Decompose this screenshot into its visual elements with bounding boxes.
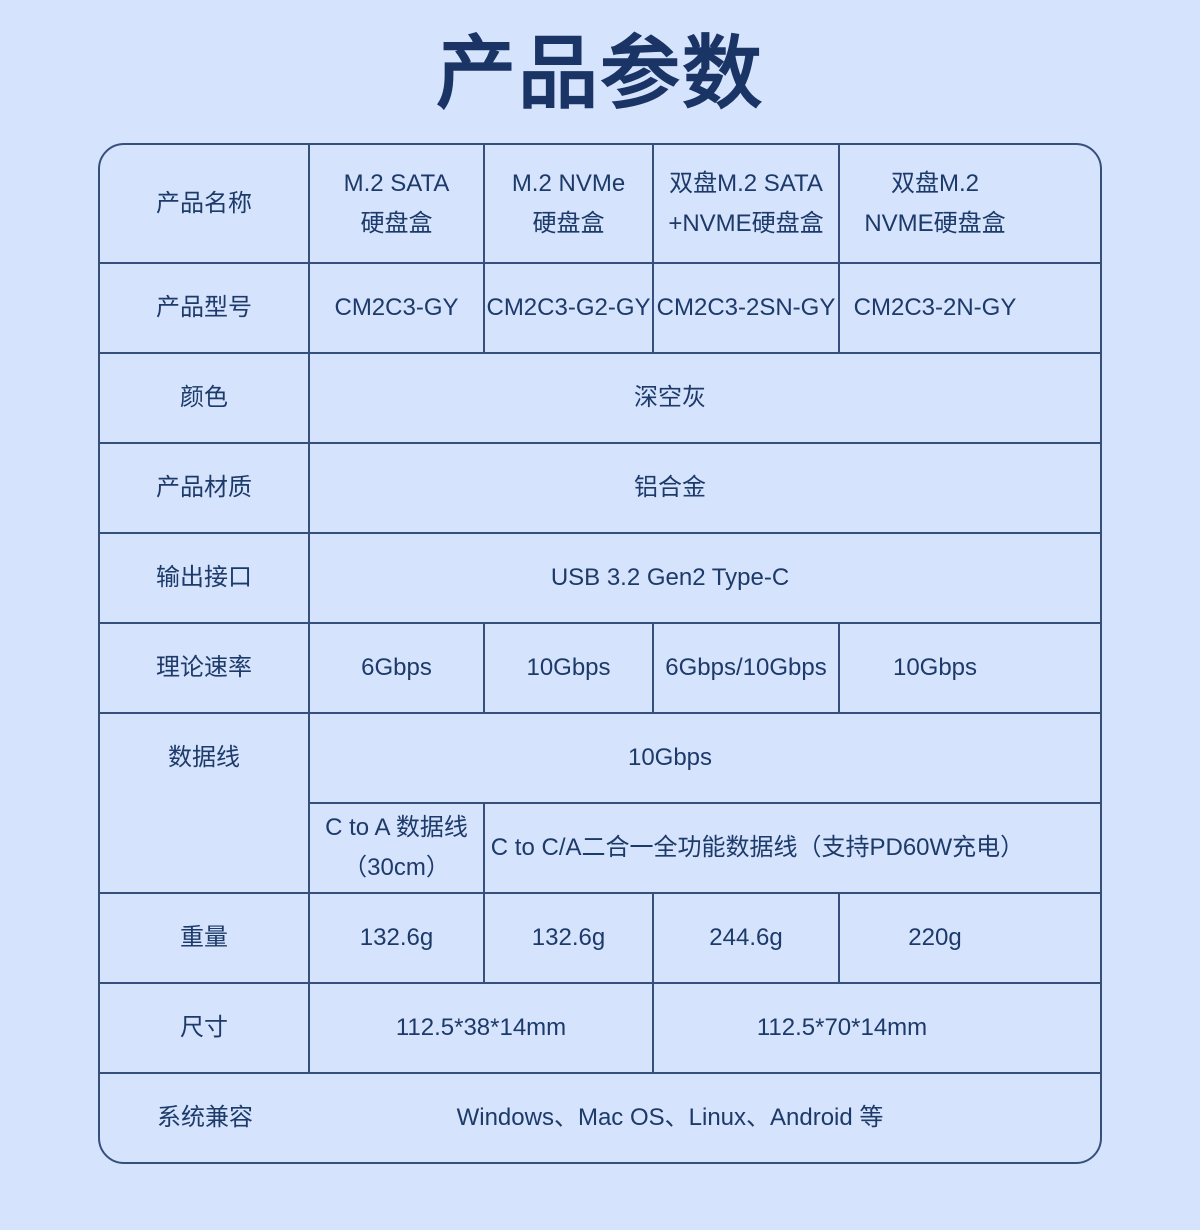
- cable-type-col1-line1: C to A 数据线: [325, 814, 468, 841]
- weight-col1: 132.6g: [310, 894, 485, 982]
- row-material: 产品材质 铝合金: [100, 444, 1100, 534]
- cable-type-subrow: C to A 数据线 （30cm） C to C/A二合一全功能数据线（支持PD…: [310, 804, 1100, 892]
- speed-col4: 10Gbps: [892, 654, 978, 681]
- row-color: 颜色 深空灰: [100, 354, 1100, 444]
- product-name-label: 产品名称: [100, 145, 310, 262]
- speed-label: 理论速率: [100, 624, 310, 712]
- model-col4: CM2C3-2N-GY: [853, 294, 1017, 321]
- weight-label: 重量: [100, 894, 310, 982]
- interface-value: USB 3.2 Gen2 Type-C: [550, 564, 790, 591]
- product-name-col1-line1: M.2 SATA: [343, 169, 450, 197]
- speed-col2: 10Gbps: [485, 624, 654, 712]
- cable-speed-subrow: 10Gbps: [310, 714, 1100, 804]
- cable-type-col1: C to A 数据线 （30cm）: [310, 804, 485, 892]
- weight-col4: 220g: [908, 924, 962, 951]
- row-size: 尺寸 112.5*38*14mm 112.5*70*14mm: [100, 984, 1100, 1074]
- cable-label: 数据线: [100, 714, 310, 892]
- weight-col2: 132.6g: [485, 894, 654, 982]
- cable-type-col1-line2: （30cm）: [343, 854, 450, 881]
- row-product-name: 产品名称 M.2 SATA 硬盘盒 M.2 NVMe 硬盘盒 双盘M.2 SAT…: [100, 145, 1100, 264]
- model-col3: CM2C3-2SN-GY: [654, 264, 840, 352]
- row-weight: 重量 132.6g 132.6g 244.6g 220g: [100, 894, 1100, 984]
- cable-label-text: 数据线: [168, 744, 240, 771]
- interface-label: 输出接口: [100, 534, 310, 622]
- cable-speed-value: 10Gbps: [627, 744, 713, 771]
- size-right-value: 112.5*70*14mm: [756, 1014, 928, 1041]
- product-name-col1: M.2 SATA 硬盘盒: [310, 145, 485, 262]
- color-value: 深空灰: [634, 384, 706, 411]
- product-name-col2: M.2 NVMe 硬盘盒: [485, 145, 654, 262]
- model-col2: CM2C3-G2-GY: [485, 264, 654, 352]
- cable-main: 10Gbps C to A 数据线 （30cm） C to C/A二合一全功能数…: [310, 714, 1100, 892]
- cable-type-rest: C to C/A二合一全功能数据线（支持PD60W充电）: [490, 834, 1025, 861]
- page-title: 产品参数: [436, 29, 764, 118]
- material-value: 铝合金: [634, 474, 706, 501]
- product-name-col2-line1: M.2 NVMe: [511, 169, 626, 197]
- material-label: 产品材质: [100, 444, 310, 532]
- row-interface: 输出接口 USB 3.2 Gen2 Type-C: [100, 534, 1100, 624]
- product-name-col4-line2: NVME硬盘盒: [864, 209, 1006, 237]
- spec-table: 产品名称 M.2 SATA 硬盘盒 M.2 NVMe 硬盘盒 双盘M.2 SAT…: [98, 143, 1102, 1164]
- row-speed: 理论速率 6Gbps 10Gbps 6Gbps/10Gbps 10Gbps: [100, 624, 1100, 714]
- row-cable: 数据线 10Gbps C to A 数据线 （30cm） C to C/A二合一…: [100, 714, 1100, 894]
- product-name-col4-line1: 双盘M.2: [890, 169, 979, 197]
- product-name-col1-line2: 硬盘盒: [360, 209, 433, 237]
- model-col1: CM2C3-GY: [310, 264, 485, 352]
- product-name-col3-line2: +NVME硬盘盒: [668, 209, 824, 237]
- product-name-col4: 双盘M.2 NVME硬盘盒: [840, 145, 1100, 262]
- product-name-col3: 双盘M.2 SATA +NVME硬盘盒: [654, 145, 840, 262]
- os-label: 系统兼容: [157, 1104, 253, 1131]
- color-label: 颜色: [100, 354, 310, 442]
- row-os: 系统兼容 Windows、Mac OS、Linux、Android 等: [100, 1074, 1100, 1162]
- size-left-value: 112.5*38*14mm: [310, 984, 654, 1072]
- model-label: 产品型号: [100, 264, 310, 352]
- product-name-col2-line2: 硬盘盒: [532, 209, 605, 237]
- speed-col1: 6Gbps: [310, 624, 485, 712]
- os-value: Windows、Mac OS、Linux、Android 等: [456, 1104, 884, 1131]
- row-model: 产品型号 CM2C3-GY CM2C3-G2-GY CM2C3-2SN-GY C…: [100, 264, 1100, 354]
- weight-col3: 244.6g: [654, 894, 840, 982]
- product-name-col3-line1: 双盘M.2 SATA: [669, 169, 823, 197]
- size-label: 尺寸: [100, 984, 310, 1072]
- speed-col3: 6Gbps/10Gbps: [654, 624, 840, 712]
